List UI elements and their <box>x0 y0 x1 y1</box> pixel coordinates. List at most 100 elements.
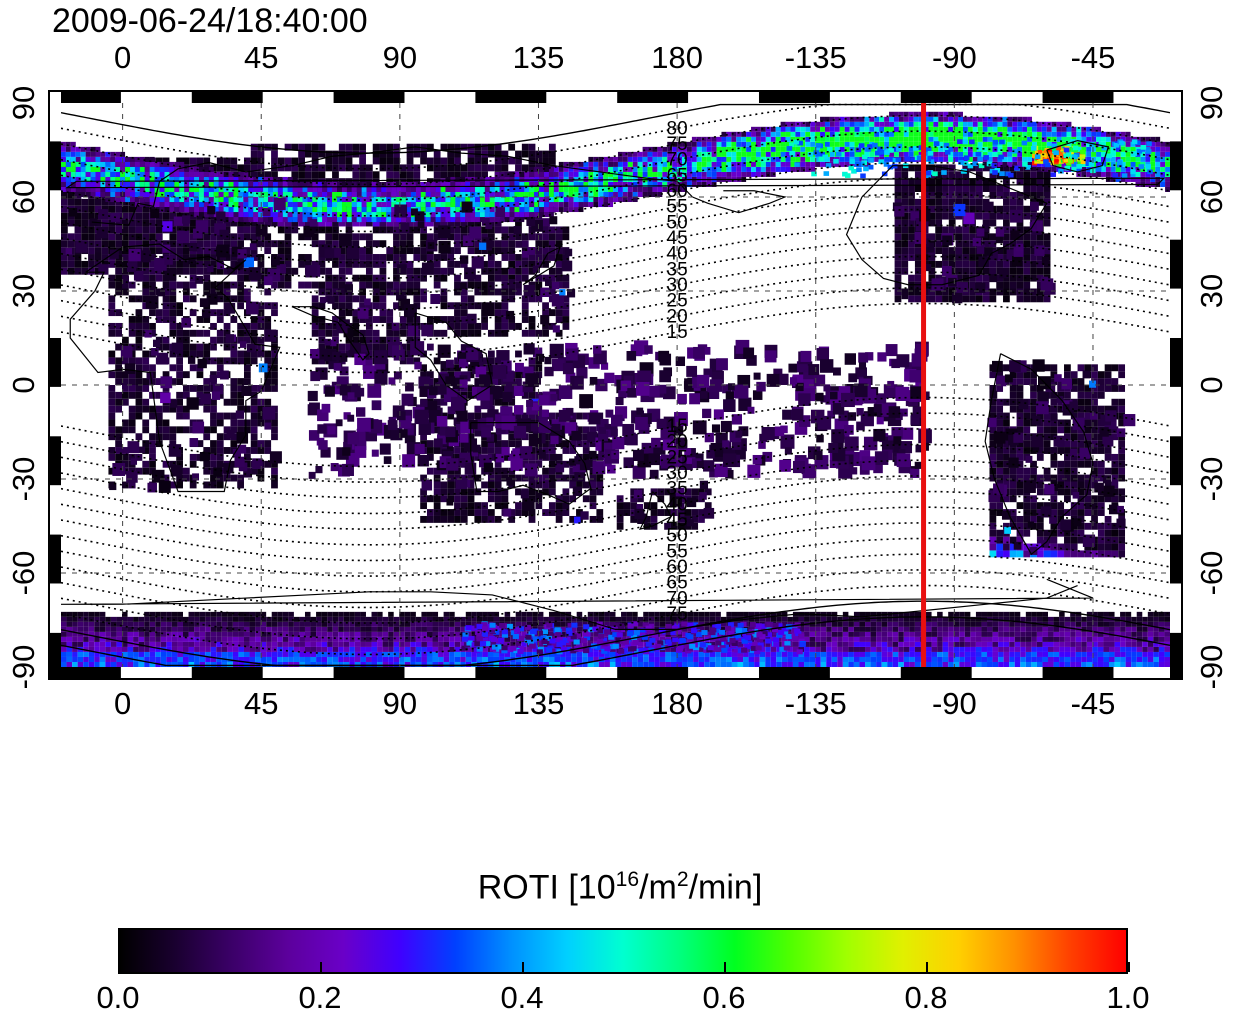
roti-cell <box>248 181 254 187</box>
roti-cell <box>1030 385 1037 392</box>
roti-cell <box>162 460 170 468</box>
roti-cell <box>1030 185 1037 192</box>
roti-cell <box>135 405 143 413</box>
roti-cell <box>291 157 299 165</box>
roti-cell <box>667 151 673 157</box>
roti-cell <box>558 197 564 203</box>
map-plot-area[interactable]: 80 75 70 65 60 55 50 45 40 35 30 25 20 15 15 20 25 30 35 40… <box>48 90 1183 680</box>
roti-cell <box>544 212 549 218</box>
roti-cell <box>379 309 387 317</box>
roti-cell <box>555 281 563 289</box>
roti-cell <box>568 171 574 177</box>
roti-cell <box>989 398 997 406</box>
roti-cell <box>196 329 204 337</box>
roti-cell <box>647 171 653 177</box>
roti-cell <box>213 181 219 187</box>
roti-cell <box>386 171 394 179</box>
roti-cell <box>553 186 559 192</box>
roti-cell <box>721 161 727 167</box>
roti-cell <box>755 161 761 167</box>
roti-cell <box>509 202 515 208</box>
roti-cell <box>1100 151 1106 157</box>
roti-cell <box>562 274 570 282</box>
roti-cell <box>1120 161 1126 167</box>
roti-cell <box>264 447 272 454</box>
roti-cell <box>142 267 150 275</box>
roti-cell <box>406 178 414 186</box>
roti-cell <box>953 156 959 162</box>
roti-cell <box>682 166 687 172</box>
roti-cell <box>494 515 502 523</box>
roti-cell <box>318 219 326 227</box>
roti-cell <box>1009 240 1017 248</box>
roti-cell <box>746 146 752 152</box>
roti-cell <box>304 171 312 179</box>
roti-cell <box>312 181 318 187</box>
roti-cell <box>1096 171 1101 177</box>
roti-cell <box>356 202 362 208</box>
roti-cell <box>237 391 244 399</box>
roti-cell <box>134 171 140 177</box>
roti-cell <box>1030 405 1037 413</box>
roti-cell <box>182 405 190 413</box>
roti-cell <box>509 212 515 218</box>
roti-cell <box>637 495 644 503</box>
roti-cell <box>901 219 909 227</box>
roti-cell <box>544 202 549 208</box>
roti-cell <box>130 156 135 162</box>
roti-cell <box>969 205 976 213</box>
roti-cell <box>108 295 116 303</box>
roti-cell <box>440 178 448 186</box>
roti-cell <box>562 460 570 468</box>
roti-cell <box>142 405 150 413</box>
roti-cell <box>248 212 254 218</box>
roti-cell <box>440 186 446 192</box>
roti-cell <box>386 178 394 186</box>
roti-cell <box>691 156 697 162</box>
roti-cell <box>162 474 170 482</box>
roti-cell <box>558 202 564 208</box>
roti-cell <box>372 219 380 227</box>
roti-cell <box>975 185 983 192</box>
roti-cell <box>996 385 1004 392</box>
roti-cell <box>393 219 400 227</box>
roti-cell <box>1111 550 1119 558</box>
roti-cell <box>555 509 563 516</box>
roti-cell <box>1003 164 1010 172</box>
roti-cell <box>1009 391 1017 399</box>
roti-cell <box>1084 433 1092 441</box>
roti-cell <box>928 295 936 303</box>
roti-cell <box>1016 536 1024 544</box>
roti-cell <box>755 166 761 172</box>
roti-cell <box>1150 166 1156 172</box>
roti-cell <box>250 247 258 255</box>
roti-cell <box>282 217 288 223</box>
roti-cell <box>81 198 89 206</box>
roti-cell <box>555 267 563 275</box>
roti-cell <box>603 191 609 197</box>
roti-cell <box>539 212 545 218</box>
roti-cell <box>815 156 821 162</box>
roti-cell <box>81 212 89 220</box>
roti-cell <box>317 217 323 223</box>
roti-cell <box>1105 166 1111 172</box>
roti-cell <box>338 219 346 227</box>
roti-cell <box>162 419 170 427</box>
roti-cell <box>115 288 122 296</box>
roti-cell <box>935 260 943 268</box>
roti-cell <box>128 391 136 399</box>
roti-cell <box>889 151 894 157</box>
roti-cell <box>182 254 190 261</box>
roti-cell <box>528 316 536 323</box>
roti-cell <box>562 495 570 503</box>
roti-cell <box>208 197 214 203</box>
roti-cell <box>346 212 352 218</box>
roti-cell <box>341 186 347 192</box>
roti-cell <box>1016 522 1024 530</box>
roti-cell <box>474 171 482 179</box>
roti-cell <box>85 186 91 192</box>
roti-cell <box>365 309 373 317</box>
roti-cell <box>608 166 614 172</box>
roti-cell <box>199 181 204 187</box>
roti-cell <box>318 329 326 337</box>
